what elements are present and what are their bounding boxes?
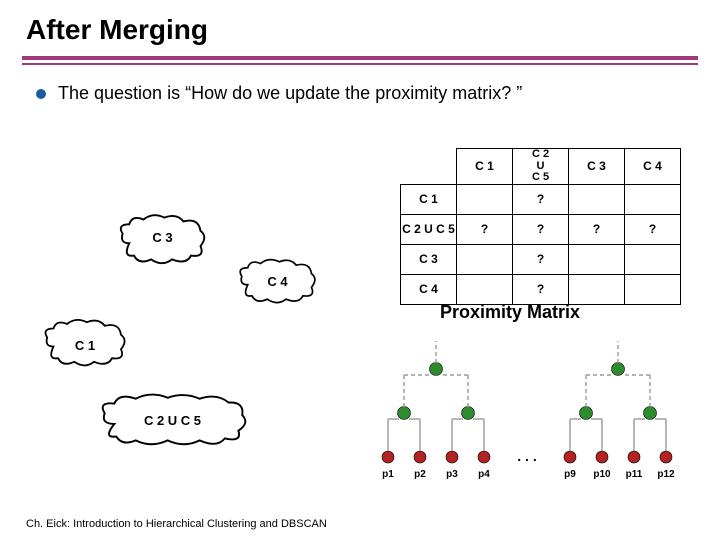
table-cell xyxy=(457,244,513,274)
col-header: C 2UC 5 xyxy=(513,149,569,185)
row-header: C 4 xyxy=(401,274,457,304)
table-cell: ? xyxy=(513,244,569,274)
svg-text:p9: p9 xyxy=(564,469,576,480)
col-header: C 3 xyxy=(569,149,625,185)
cluster-label: C 3 xyxy=(152,230,172,245)
col-header: C 1 xyxy=(457,149,513,185)
table-cell xyxy=(457,184,513,214)
slide-title: After Merging xyxy=(0,0,720,46)
svg-text:p2: p2 xyxy=(414,469,426,480)
table-cell xyxy=(569,244,625,274)
slide-footer: Ch. Eick: Introduction to Hierarchical C… xyxy=(26,518,327,530)
row-header: C 3 xyxy=(401,244,457,274)
rule-top xyxy=(22,56,698,60)
svg-text:. . .: . . . xyxy=(517,448,536,464)
table-cell: ? xyxy=(625,214,681,244)
table-cell: ? xyxy=(513,214,569,244)
svg-text:p10: p10 xyxy=(593,469,611,480)
cluster-c3: C 3 xyxy=(115,210,210,265)
dendrogram: p1 p2 p3 p4 p9 p10 p11 p12 . . . xyxy=(370,335,690,490)
table-cell xyxy=(569,274,625,304)
table-cell xyxy=(457,274,513,304)
proximity-caption: Proximity Matrix xyxy=(440,302,580,323)
svg-text:p11: p11 xyxy=(626,469,643,480)
proximity-matrix-table: C 1 C 2UC 5 C 3 C 4 C 1 ? C 2 U C 5 ? ? … xyxy=(400,148,681,305)
bullet-row: The question is “How do we update the pr… xyxy=(0,65,720,104)
row-header: C 1 xyxy=(401,184,457,214)
svg-text:p1: p1 xyxy=(382,469,394,480)
svg-text:p4: p4 xyxy=(478,469,490,480)
cluster-c2uc5: C 2 U C 5 xyxy=(95,390,250,450)
col-header: C 4 xyxy=(625,149,681,185)
svg-text:p12: p12 xyxy=(657,469,675,480)
bullet-icon xyxy=(36,89,46,99)
table-cell xyxy=(625,244,681,274)
table-cell xyxy=(625,184,681,214)
cluster-label: C 4 xyxy=(267,274,287,289)
cluster-label: C 1 xyxy=(75,338,95,353)
table-cell: ? xyxy=(513,274,569,304)
table-cell: ? xyxy=(569,214,625,244)
table-cell xyxy=(569,184,625,214)
cluster-label: C 2 U C 5 xyxy=(144,413,201,428)
table-corner xyxy=(401,149,457,185)
table-cell: ? xyxy=(513,184,569,214)
cluster-c1: C 1 xyxy=(40,315,130,375)
row-header: C 2 U C 5 xyxy=(401,214,457,244)
cluster-c4: C 4 xyxy=(235,255,320,307)
table-cell xyxy=(625,274,681,304)
table-cell: ? xyxy=(457,214,513,244)
svg-text:p3: p3 xyxy=(446,469,458,480)
bullet-text: The question is “How do we update the pr… xyxy=(58,83,522,104)
